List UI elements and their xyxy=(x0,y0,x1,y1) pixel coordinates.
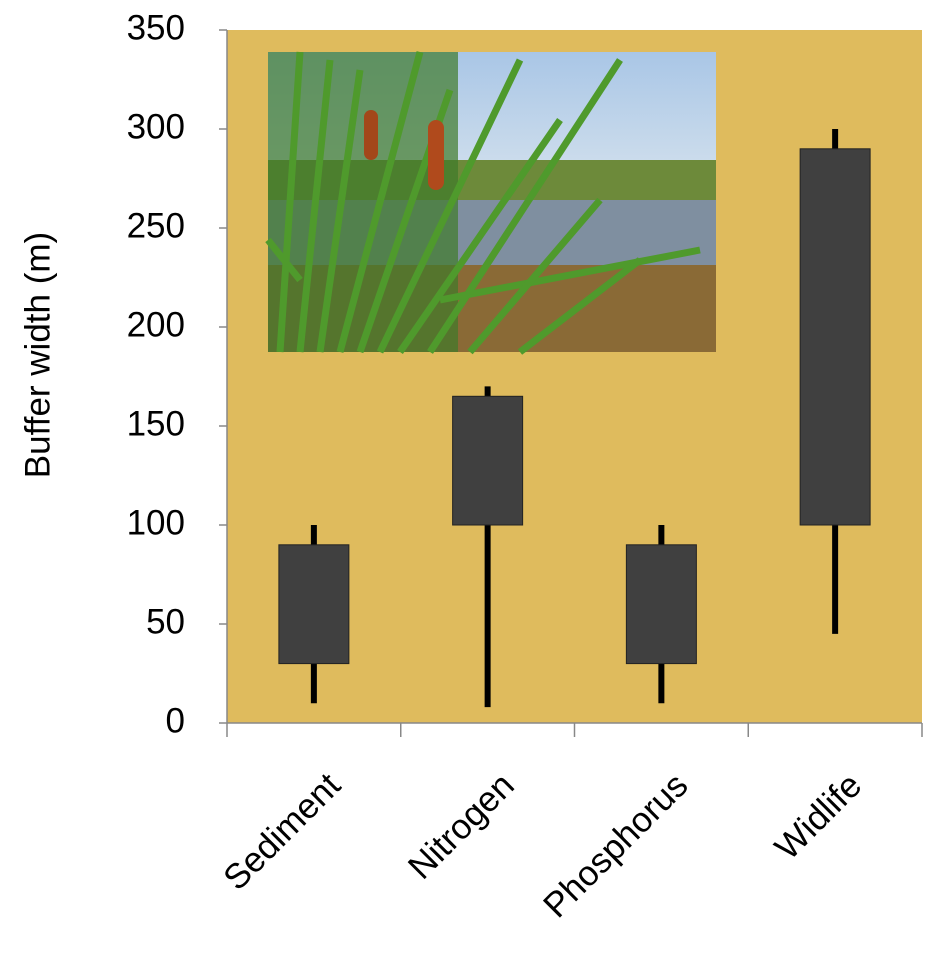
box xyxy=(453,396,523,525)
box xyxy=(279,545,349,664)
y-tick-label: 200 xyxy=(127,305,185,344)
y-axis-title: Buffer width (m) xyxy=(18,232,57,478)
y-tick-label: 50 xyxy=(146,602,185,641)
y-tick-label: 0 xyxy=(166,701,185,740)
y-tick-label: 250 xyxy=(127,206,185,245)
box xyxy=(626,545,696,664)
y-tick-label: 100 xyxy=(127,503,185,542)
x-tick-label: Sediment xyxy=(216,765,348,897)
x-tick-label: Phosphorus xyxy=(536,766,696,926)
y-tick-label: 350 xyxy=(127,8,185,47)
box xyxy=(800,149,870,525)
x-tick-label: Widlife xyxy=(767,766,869,868)
chart: Buffer width (m) 0 50 100 150 200 250 300 350 Se… xyxy=(0,0,928,960)
photo xyxy=(268,52,716,352)
x-tick-label: Nitrogen xyxy=(401,766,522,887)
y-tick-label: 150 xyxy=(127,404,185,443)
y-tick-label: 300 xyxy=(127,107,185,146)
